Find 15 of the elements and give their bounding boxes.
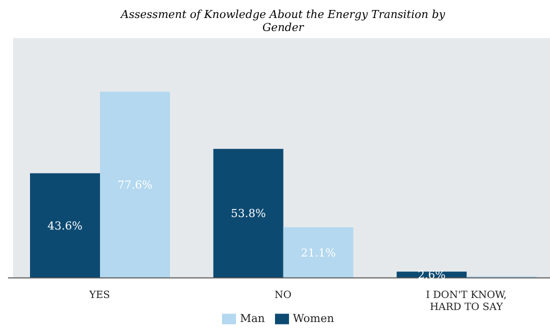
x-tick-label: NO [274,290,292,301]
x-tick-label: I DON'T KNOW, HARD TO SAY [426,290,507,313]
legend-label: Man [240,312,265,325]
chart-title: Assessment of Knowledge About the Energy Transition by Gender [119,8,446,34]
data-label: 53.8% [230,207,266,220]
data-label: 43.6% [48,219,82,232]
data-label: 77.6% [118,178,152,192]
legend-label: Women [292,312,334,325]
bar [213,148,284,278]
bar [100,92,170,278]
data-label: 21.1% [300,246,336,260]
bar [30,173,100,278]
data-label: 2.6% [418,268,446,282]
x-tick-label: YES [88,290,110,301]
bar [283,227,354,278]
